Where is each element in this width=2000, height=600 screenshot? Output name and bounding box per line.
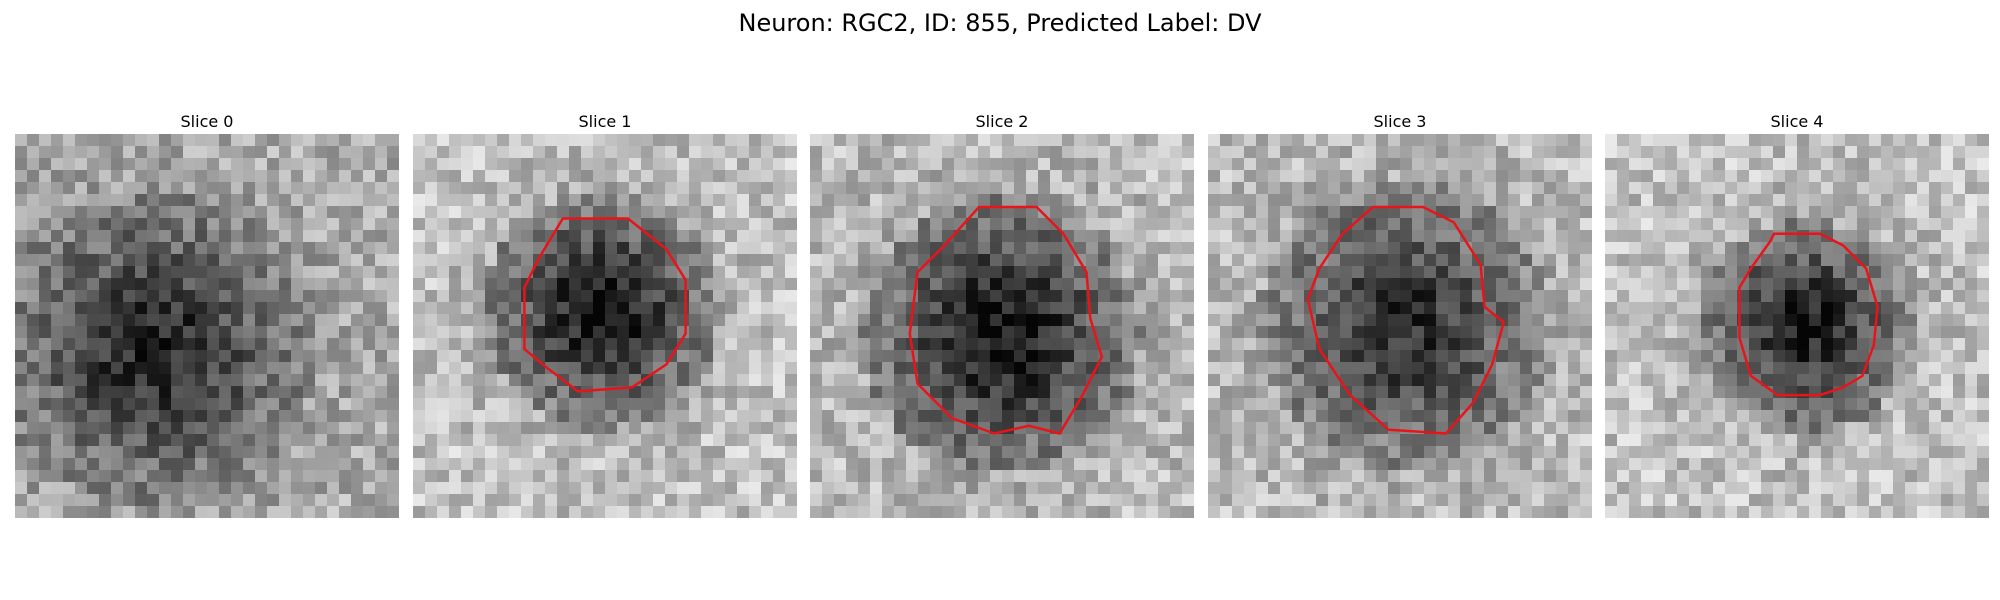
slice-title: Slice 3 — [1373, 112, 1427, 131]
pixel-grid — [1208, 134, 1592, 518]
slice-title: Slice 0 — [180, 112, 234, 131]
pixel-grid — [413, 134, 797, 518]
slice-image — [15, 134, 399, 518]
slice-title: Slice 4 — [1770, 112, 1824, 131]
slice-image — [1605, 134, 1989, 518]
slice-image — [1208, 134, 1592, 518]
segmentation-contour — [1306, 205, 1506, 435]
segmentation-contour — [1738, 232, 1879, 397]
slice-title: Slice 2 — [975, 112, 1029, 131]
segmentation-contour — [908, 205, 1104, 435]
pixel-grid — [15, 134, 399, 518]
segmentation-contour — [523, 217, 687, 393]
figure-title: Neuron: RGC2, ID: 855, Predicted Label: … — [738, 9, 1262, 37]
slice-title: Slice 1 — [578, 112, 632, 131]
pixel-grid — [1605, 134, 1989, 518]
pixel-grid — [810, 134, 1194, 518]
slice-image — [413, 134, 797, 518]
slice-image — [810, 134, 1194, 518]
